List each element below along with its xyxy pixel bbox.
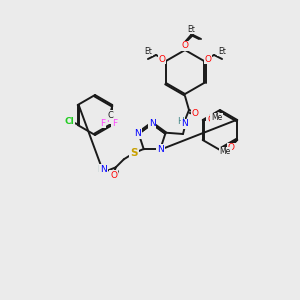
- Text: Et: Et: [187, 25, 195, 34]
- Text: F: F: [106, 115, 111, 124]
- Text: H: H: [178, 118, 184, 127]
- Text: F: F: [100, 118, 105, 127]
- Text: N: N: [100, 165, 107, 174]
- Text: S: S: [130, 148, 137, 158]
- Text: O: O: [228, 143, 235, 152]
- Text: Cl: Cl: [65, 116, 75, 125]
- Text: N: N: [134, 129, 141, 138]
- Text: Me: Me: [220, 148, 231, 157]
- Text: N: N: [182, 119, 188, 128]
- Text: O: O: [182, 41, 188, 50]
- Text: F: F: [112, 118, 117, 127]
- Text: H: H: [98, 165, 104, 174]
- Text: O: O: [207, 116, 214, 124]
- Text: O: O: [191, 110, 199, 118]
- Text: Et: Et: [144, 46, 152, 56]
- Text: Et: Et: [218, 46, 226, 56]
- Text: Me: Me: [211, 113, 222, 122]
- Text: O: O: [158, 55, 165, 64]
- Text: N: N: [157, 145, 164, 154]
- Text: N: N: [148, 119, 155, 128]
- Text: O: O: [110, 171, 117, 180]
- Text: O: O: [205, 55, 212, 64]
- Text: C: C: [107, 110, 113, 119]
